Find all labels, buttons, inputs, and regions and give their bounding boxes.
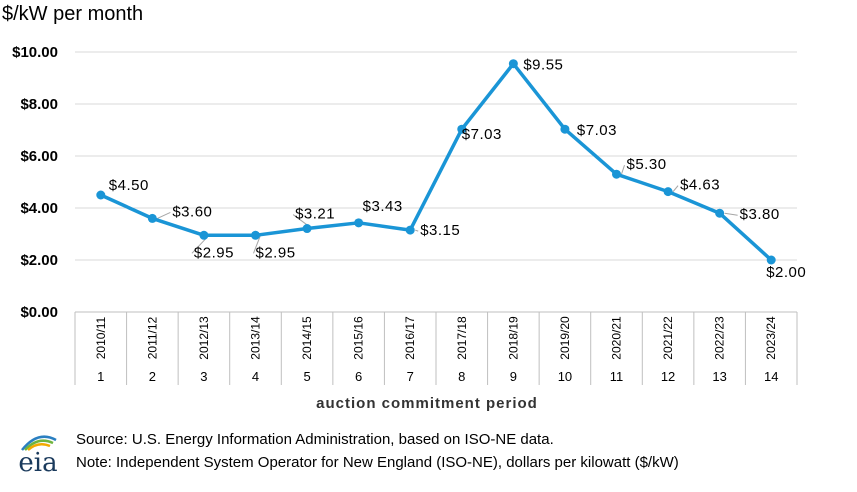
data-label: $2.95 bbox=[256, 244, 296, 261]
data-points bbox=[96, 59, 776, 265]
data-label-leaders bbox=[157, 165, 738, 254]
x-index-label: 1 bbox=[97, 369, 104, 384]
y-axis-unit-label: $/kW per month bbox=[2, 3, 144, 25]
data-label: $7.03 bbox=[577, 122, 617, 139]
data-label-leader bbox=[672, 185, 679, 192]
data-label: $3.21 bbox=[295, 206, 335, 223]
data-label: $4.50 bbox=[109, 177, 149, 194]
x-index-label: 5 bbox=[303, 369, 310, 384]
data-label: $4.63 bbox=[680, 177, 720, 194]
data-point bbox=[302, 224, 312, 234]
x-index-label: 13 bbox=[712, 369, 726, 384]
y-tick-label: $6.00 bbox=[20, 148, 58, 165]
y-tick-label: $2.00 bbox=[20, 252, 58, 269]
data-point bbox=[354, 218, 364, 228]
x-index-label: 6 bbox=[355, 369, 362, 384]
x-index-label: 7 bbox=[407, 369, 414, 384]
data-point bbox=[560, 124, 570, 134]
line-chart: $0.00 $2.00 $4.00 $6.00 $8.00 $10.00 2010/11 1… bbox=[12, 44, 806, 412]
y-tick-label: $4.00 bbox=[20, 200, 58, 217]
x-tick-label: 2022/23 bbox=[713, 316, 727, 360]
data-labels: $4.50 $3.60 $2.95 $2.95 $3.21 $3.43 $3.15 $7.03… bbox=[109, 57, 806, 281]
x-index-label: 12 bbox=[661, 369, 675, 384]
data-point bbox=[612, 169, 621, 179]
data-point bbox=[405, 225, 415, 235]
data-label: $3.43 bbox=[363, 198, 403, 215]
data-label: $5.30 bbox=[627, 156, 667, 173]
data-point bbox=[663, 187, 673, 197]
data-point bbox=[508, 59, 518, 69]
data-label: $2.95 bbox=[194, 244, 234, 261]
data-label: $2.00 bbox=[766, 264, 806, 281]
data-label: $3.15 bbox=[420, 222, 460, 239]
y-tick-label: $0.00 bbox=[20, 304, 58, 321]
footnote: Note: Independent System Operator for Ne… bbox=[76, 454, 679, 471]
x-axis-title: auction commitment period bbox=[316, 395, 538, 412]
x-tick-label: 2018/19 bbox=[506, 316, 520, 360]
y-tick-label: $10.00 bbox=[12, 44, 58, 61]
data-label-leader bbox=[621, 165, 625, 175]
x-tick-label: 2020/21 bbox=[610, 316, 624, 360]
y-tick-label: $8.00 bbox=[20, 96, 58, 113]
data-label-leader bbox=[415, 229, 419, 232]
x-tick-label: 2011/12 bbox=[145, 316, 159, 359]
data-point bbox=[766, 255, 776, 265]
source-note: Source: U.S. Energy Information Administ… bbox=[76, 431, 554, 448]
x-tick-label: 2021/22 bbox=[661, 316, 675, 360]
x-index-label: 3 bbox=[200, 369, 207, 384]
data-label-leader bbox=[253, 235, 261, 254]
data-label: $7.03 bbox=[462, 126, 502, 143]
data-point bbox=[251, 230, 260, 240]
x-tick-label: 2023/24 bbox=[764, 316, 778, 360]
data-label: $9.55 bbox=[523, 57, 563, 74]
x-index-label: 14 bbox=[764, 369, 778, 384]
x-index-label: 8 bbox=[458, 369, 465, 384]
data-label: $3.80 bbox=[740, 206, 780, 223]
x-index-label: 11 bbox=[610, 369, 624, 384]
data-label-leader bbox=[724, 212, 738, 216]
data-point bbox=[147, 213, 157, 223]
x-tick-label: 2010/11 bbox=[94, 316, 108, 359]
x-index-label: 2 bbox=[149, 369, 156, 384]
eia-logo: eia bbox=[8, 428, 68, 480]
x-tick-label: 2019/20 bbox=[558, 316, 572, 360]
x-axis: 2010/11 1 2011/12 2 2012/13 3 2013/14 4 2014/15 5… bbox=[74, 311, 798, 385]
data-point bbox=[457, 124, 467, 134]
x-index-label: 9 bbox=[510, 369, 517, 384]
x-tick-label: 2016/17 bbox=[403, 316, 417, 360]
x-tick-label: 2017/18 bbox=[455, 316, 469, 360]
data-point bbox=[199, 230, 209, 240]
data-label-leader bbox=[157, 211, 171, 219]
x-tick-label: 2015/16 bbox=[352, 316, 366, 360]
x-tick-label: 2012/13 bbox=[197, 316, 211, 360]
y-tick-labels: $0.00 $2.00 $4.00 $6.00 $8.00 $10.00 bbox=[12, 44, 58, 321]
x-index-label: 10 bbox=[558, 369, 572, 384]
x-index-label: 4 bbox=[252, 369, 259, 384]
x-tick-label: 2013/14 bbox=[249, 316, 263, 360]
data-point bbox=[96, 190, 106, 200]
x-tick-label: 2014/15 bbox=[300, 316, 314, 360]
eia-logo-text: eia bbox=[18, 448, 58, 478]
series-line bbox=[100, 61, 773, 262]
data-label: $3.60 bbox=[172, 203, 212, 220]
data-point bbox=[715, 208, 725, 218]
eia-logo-icon bbox=[21, 435, 57, 451]
